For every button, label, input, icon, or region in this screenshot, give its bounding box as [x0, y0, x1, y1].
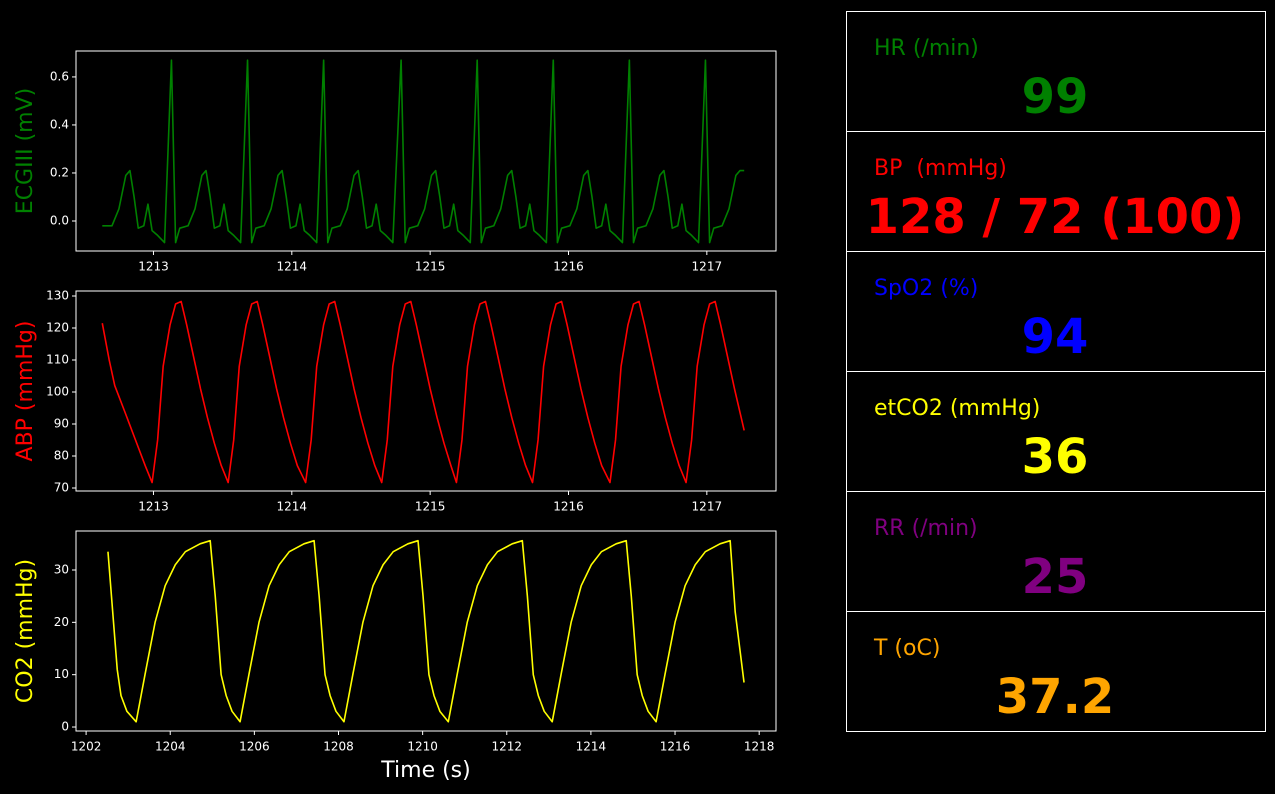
x-tick-label: 1218	[744, 740, 775, 754]
x-tick-label: 1216	[553, 500, 584, 514]
y-tick-label: 20	[54, 615, 69, 629]
x-tick-label: 1214	[576, 740, 607, 754]
waveform	[102, 59, 745, 244]
x-tick-label: 1210	[407, 740, 438, 754]
y-tick-label: 30	[54, 562, 69, 576]
plot-frame	[75, 50, 777, 252]
x-tick-label: 1204	[155, 740, 186, 754]
plot-frame	[75, 290, 777, 492]
y-tick-label: 130	[46, 288, 69, 302]
x-tick-label: 1214	[277, 500, 308, 514]
y-tick-label: 100	[46, 384, 69, 398]
vital-label: RR (/min)	[874, 516, 978, 541]
x-tick-label: 1206	[239, 740, 270, 754]
vital-value: 128 / 72 (100)	[866, 189, 1245, 245]
x-tick-label: 1216	[553, 260, 584, 274]
vital-label: BP (mmHg)	[874, 156, 1007, 181]
y-tick-label: 0.6	[50, 69, 69, 83]
vital-label: etCO2 (mmHg)	[874, 396, 1040, 421]
y-tick-label: 110	[46, 352, 69, 366]
vital-value: 36	[1022, 429, 1089, 485]
y-axis-label: ABP (mmHg)	[13, 321, 38, 462]
y-tick-label: 0.2	[50, 165, 69, 179]
y-tick-label: 80	[54, 448, 69, 462]
vital-value: 99	[1022, 69, 1089, 125]
x-tick-label: 1215	[415, 260, 446, 274]
vital-label: SpO2 (%)	[874, 276, 978, 301]
y-tick-label: 70	[54, 480, 69, 494]
vital-value: 94	[1022, 309, 1089, 365]
waveform	[101, 300, 745, 484]
x-tick-label: 1217	[692, 260, 723, 274]
y-tick-label: 10	[54, 667, 69, 681]
x-tick-label: 1202	[71, 740, 102, 754]
y-tick-label: 120	[46, 320, 69, 334]
plot-frame	[75, 530, 777, 732]
vital-label: HR (/min)	[874, 36, 979, 61]
x-tick-label: 1214	[277, 260, 308, 274]
x-tick-label: 1213	[138, 500, 169, 514]
x-tick-label: 1217	[692, 500, 723, 514]
waveform	[107, 539, 745, 723]
vital-value: 37.2	[996, 669, 1114, 725]
x-tick-label: 1216	[660, 740, 691, 754]
vital-value: 25	[1022, 549, 1089, 605]
vital-label: T (oC)	[873, 636, 940, 661]
x-tick-label: 1212	[491, 740, 522, 754]
x-tick-label: 1213	[138, 260, 169, 274]
y-tick-label: 0	[61, 720, 69, 734]
x-axis-label: Time (s)	[380, 758, 470, 783]
y-tick-label: 90	[54, 416, 69, 430]
x-tick-label: 1215	[415, 500, 446, 514]
y-tick-label: 0.4	[50, 117, 69, 131]
y-axis-label: CO2 (mmHg)	[13, 559, 38, 703]
y-axis-label: ECGIII (mV)	[13, 88, 38, 214]
x-tick-label: 1208	[323, 740, 354, 754]
y-tick-label: 0.0	[50, 213, 69, 227]
vital-box	[846, 611, 1266, 732]
